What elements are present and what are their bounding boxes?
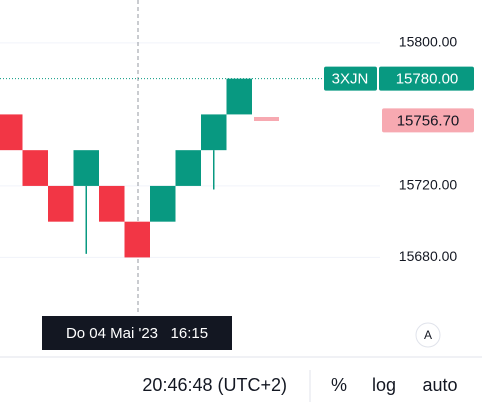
brick-open (22, 150, 48, 186)
pending-brick (254, 117, 279, 121)
brick-open (175, 150, 201, 186)
clock: 20:46:48 (UTC+2) (142, 375, 287, 395)
brick-open (226, 78, 252, 115)
brick-open (73, 150, 99, 186)
y-tick-label: 15680.00 (399, 248, 458, 264)
last-price-tag (379, 66, 474, 91)
toolbar-button[interactable]: auto (422, 375, 457, 395)
brick-open (48, 185, 74, 222)
crosshair-label-bg (42, 316, 232, 350)
toolbar-button[interactable]: % (331, 375, 347, 395)
mark-price-tag (382, 108, 474, 133)
y-tick-label: 15720.00 (399, 177, 458, 193)
crosshair-label: Do 04 Mai '23 16:15 (66, 325, 208, 342)
brick-open (201, 114, 227, 151)
brick-open (150, 185, 176, 222)
y-tick-label: 15800.00 (399, 34, 458, 50)
brick-open (124, 221, 150, 258)
last-price-label: 15780.00 (396, 71, 459, 88)
auto-scale-label: A (424, 328, 432, 342)
mark-price-label: 15756.70 (397, 112, 460, 129)
symbol-label: 3XJN (332, 71, 369, 88)
toolbar-button[interactable]: log (372, 375, 396, 395)
brick-open (99, 185, 125, 222)
symbol-tag (324, 66, 377, 91)
brick-open (0, 114, 23, 151)
auto-scale-button[interactable] (415, 322, 441, 348)
